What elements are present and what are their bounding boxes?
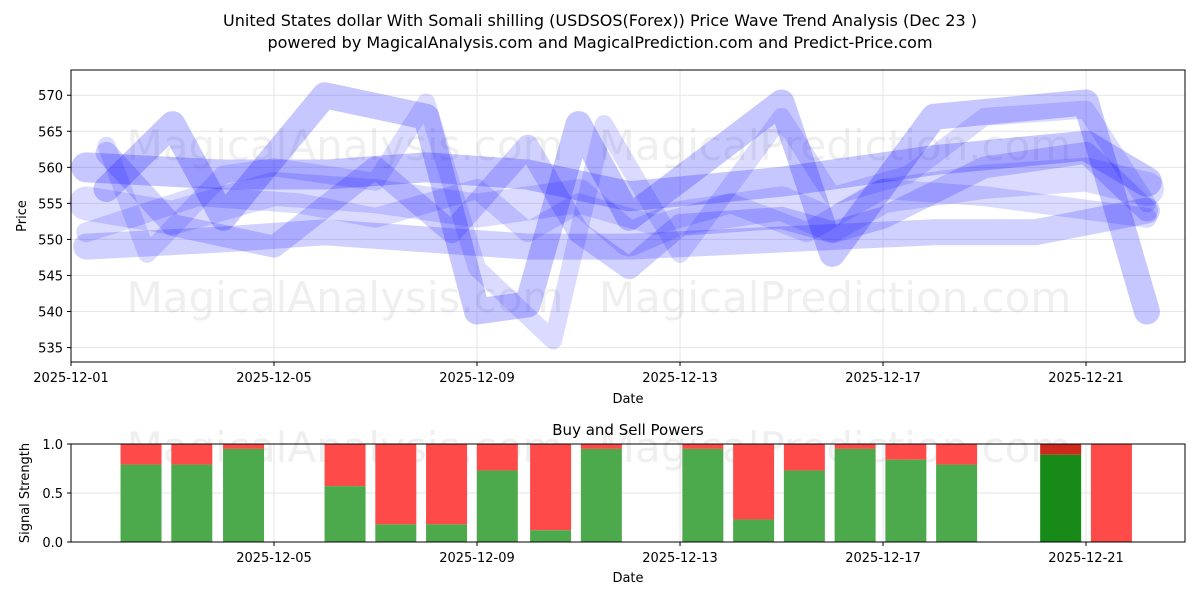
top-ylabel: Price [15, 200, 30, 232]
price-wave-1 [69, 157, 1164, 257]
sell-bar [426, 444, 468, 525]
sell-bar [171, 444, 213, 465]
plot-frame [70, 443, 1186, 543]
buy-bar [885, 459, 927, 542]
price-chart: 535 540 545 550 555 560 565 570 2025-12-01 2025-1… [33, 69, 1186, 386]
y-tick-label: 570 [38, 89, 63, 104]
y-tick-label: 1.0 [42, 438, 63, 453]
buy-bar [476, 470, 518, 542]
signal-chart: 0.0 0.5 1.0 2025-12-05 2025-12-09 2025-12-13 2… [42, 423, 1186, 566]
price-wave-3 [71, 130, 1162, 212]
buy-bar [426, 524, 468, 542]
buy-bar [783, 470, 825, 542]
sell-bar [783, 444, 825, 471]
y-tick-label: 555 [38, 197, 63, 212]
y-tick-label: 560 [38, 161, 63, 176]
price-wave-2 [73, 197, 1160, 260]
x-tick-label: 2025-12-01 [33, 371, 109, 386]
x-tick-label: 2025-12-17 [845, 371, 921, 386]
watermark: MagicalAnalysis.com [127, 273, 564, 322]
x-tick-label: 2025-12-17 [845, 551, 921, 566]
y-tick-label: 550 [38, 233, 63, 248]
x-tick-label: 2025-12-13 [642, 551, 718, 566]
sell-bar [324, 444, 366, 487]
top-xlabel: Date [612, 392, 643, 407]
x-tick-label: 2025-12-09 [439, 551, 515, 566]
price-wave-4 [97, 93, 1156, 350]
buy-bar [171, 464, 213, 542]
watermark: MagicalAnalysis.com [127, 121, 564, 170]
sell-bar [733, 444, 775, 520]
x-tick-label: 2025-12-09 [439, 371, 515, 386]
y-tick-label: 540 [38, 306, 63, 321]
buy-bar [120, 464, 162, 542]
buy-bar [1040, 454, 1082, 542]
x-tick-label: 2025-12-21 [1048, 371, 1124, 386]
buy-bar [834, 448, 876, 542]
sell-bar [375, 444, 417, 525]
sell-bar [223, 444, 265, 449]
buy-bar [324, 486, 366, 542]
x-tick-label: 2025-12-05 [236, 371, 312, 386]
sell-bar [885, 444, 927, 460]
buy-bar [530, 530, 572, 542]
chart-subtitle: powered by MagicalAnalysis.com and Magic… [267, 33, 932, 52]
buy-bar [682, 448, 724, 542]
sell-bar [834, 444, 876, 449]
sell-bar [580, 444, 622, 449]
x-tick-label: 2025-12-21 [1048, 551, 1124, 566]
buy-bar [223, 448, 265, 542]
bottom-xlabel: Date [612, 571, 643, 586]
price-wave-6 [93, 82, 1160, 325]
sell-bar [476, 444, 518, 471]
buy-bar [733, 519, 775, 542]
x-tick-label: 2025-12-05 [236, 551, 312, 566]
y-tick-label: 535 [38, 342, 63, 357]
price-wave-5 [95, 134, 1158, 280]
watermark: MagicalPrediction.com [599, 121, 1072, 170]
buy-bar [580, 448, 622, 542]
bottom-ylabel: Signal Strength [18, 443, 33, 543]
sell-bar [682, 444, 724, 449]
y-tick-label: 0.5 [42, 487, 63, 502]
x-tick-label: 2025-12-13 [642, 371, 718, 386]
buy-bar [936, 464, 978, 542]
chart-title: United States dollar With Somali shillin… [223, 11, 977, 30]
sell-bar [1040, 444, 1082, 455]
sell-bar [936, 444, 978, 465]
buy-bar [375, 524, 417, 542]
plot-frame [70, 69, 1186, 363]
bottom-title: Buy and Sell Powers [552, 421, 704, 439]
watermark: MagicalPrediction.com [599, 273, 1072, 322]
y-tick-label: 0.0 [42, 536, 63, 551]
sell-bar [1090, 444, 1132, 542]
sell-bar [120, 444, 162, 465]
sell-bar [530, 444, 572, 531]
y-tick-label: 545 [38, 269, 63, 284]
y-tick-label: 565 [38, 125, 63, 140]
price-wave-7 [76, 178, 1157, 243]
